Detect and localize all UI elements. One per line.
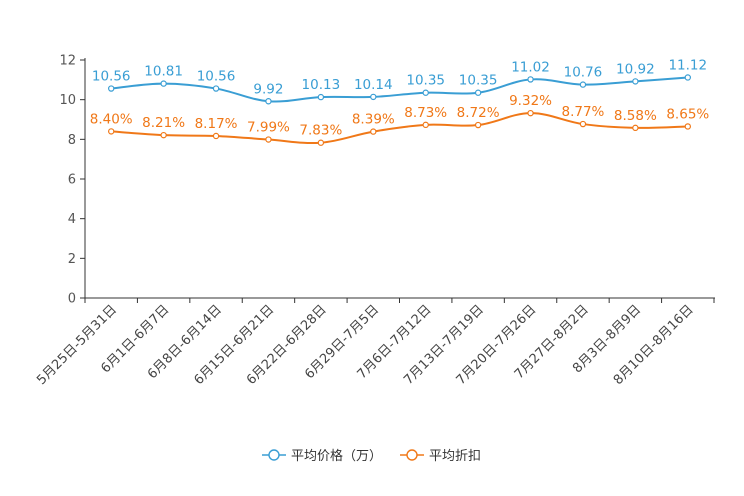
y-tick-label: 6: [68, 173, 76, 188]
data-point: [317, 139, 325, 146]
data-label: 8.17%: [195, 116, 238, 132]
data-point: [212, 85, 220, 92]
data-label: 7.83%: [299, 123, 342, 139]
legend-label: 平均价格（万）: [291, 448, 382, 464]
y-tick-label: 2: [68, 252, 76, 267]
y-tick-label: 4: [68, 212, 76, 227]
data-point: [265, 136, 272, 143]
data-label: 10.92: [616, 61, 655, 77]
data-label: 10.76: [564, 65, 603, 81]
data-point: [212, 132, 220, 140]
data-label: 10.56: [92, 69, 131, 85]
series-layer: 10.56 10.81 10.56 9.92 10.13 10.14 10.35 10.35 1…: [90, 57, 709, 146]
legend-marker: [268, 449, 280, 461]
data-point: [370, 128, 377, 135]
data-point: [108, 128, 115, 135]
legend[interactable]: 平均价格（万） 平均折扣: [262, 448, 481, 464]
data-point: [527, 76, 534, 83]
axes: 0246810125月25日-5月31日6月1日-6月7日6月8日-6月14日6…: [34, 54, 715, 388]
data-label: 10.35: [459, 73, 498, 89]
data-label: 8.72%: [457, 105, 500, 121]
data-label: 8.39%: [352, 112, 395, 128]
data-point: [108, 85, 115, 92]
data-label: 10.14: [354, 77, 393, 93]
data-label: 8.21%: [142, 115, 185, 131]
y-tick-label: 12: [59, 54, 76, 69]
y-tick-label: 8: [68, 133, 76, 148]
data-point: [160, 80, 167, 87]
legend-item-2[interactable]: 平均折扣: [400, 449, 481, 464]
data-label: 10.81: [144, 64, 183, 80]
data-point: [422, 89, 429, 96]
data-point: [317, 93, 325, 101]
data-label: 11.02: [511, 59, 550, 75]
data-label: 8.73%: [404, 105, 447, 121]
data-label: 7.99%: [247, 120, 290, 136]
data-point: [579, 81, 587, 88]
y-tick-label: 0: [68, 292, 76, 307]
data-point: [632, 124, 639, 132]
legend-item-1[interactable]: 平均价格（万）: [262, 448, 382, 464]
series-line: [111, 76, 688, 103]
series-2: 8.40% 8.21% 8.17% 7.99% 7.83% 8.39% 8.73% 8.72%…: [90, 93, 709, 146]
data-point: [370, 93, 377, 101]
legend-marker: [406, 449, 418, 461]
data-label: 9.92: [253, 81, 283, 97]
series-1: 10.56 10.81 10.56 9.92 10.13 10.14 10.35 10.35 1…: [92, 57, 707, 105]
data-point: [474, 89, 482, 96]
data-point: [160, 131, 167, 139]
data-label: 10.13: [302, 77, 341, 93]
data-label: 8.40%: [90, 111, 133, 127]
data-label: 10.56: [197, 69, 236, 85]
data-point: [527, 109, 534, 117]
data-point: [474, 121, 482, 129]
series-line: [111, 112, 688, 145]
data-point: [684, 123, 691, 130]
data-point: [265, 98, 272, 105]
data-point: [422, 121, 429, 129]
data-label: 9.32%: [509, 93, 552, 109]
y-tick-label: 10: [59, 93, 76, 108]
data-point: [684, 74, 691, 81]
data-point: [579, 120, 587, 128]
data-label: 8.58%: [614, 108, 657, 124]
data-label: 8.65%: [666, 106, 709, 122]
data-label: 10.35: [406, 73, 445, 89]
data-label: 11.12: [668, 57, 707, 73]
data-point: [632, 78, 639, 85]
data-label: 8.77%: [562, 104, 605, 120]
legend-label: 平均折扣: [429, 449, 481, 464]
